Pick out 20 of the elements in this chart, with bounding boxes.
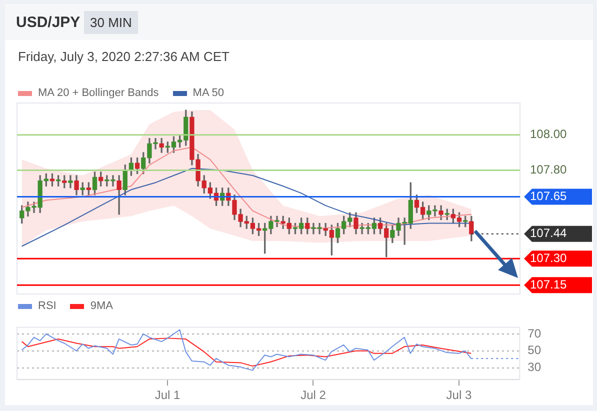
chart-title: USD/JPY bbox=[16, 14, 80, 31]
y-tick-label: 50 bbox=[528, 343, 542, 358]
legend-label: MA 50 bbox=[192, 87, 224, 99]
ref-line-label: 108.00 bbox=[530, 127, 568, 142]
ref-line-label: 107.80 bbox=[530, 162, 568, 177]
chart-subtitle: Friday, July 3, 2020 2:27:36 AM CET bbox=[18, 49, 230, 64]
legend-label: RSI bbox=[38, 300, 56, 312]
x-tick-label: Jul 1 bbox=[154, 388, 181, 402]
candlestick bbox=[68, 175, 73, 188]
legend-label: 9MA bbox=[90, 300, 113, 312]
ref-line-label: 107.30 bbox=[530, 250, 568, 265]
x-tick-label: Jul 3 bbox=[446, 388, 472, 402]
legend-label: MA 20 + Bollinger Bands bbox=[38, 87, 159, 99]
y-tick-label: 70 bbox=[528, 326, 542, 340]
x-tick-label: Jul 2 bbox=[300, 388, 326, 402]
ref-line-label: 107.15 bbox=[530, 277, 568, 292]
text: 30 MIN bbox=[84, 11, 138, 34]
ref-line-label: 107.65 bbox=[530, 189, 568, 204]
y-tick-label: 30 bbox=[528, 360, 542, 374]
ref-line-label: 107.44 bbox=[530, 226, 568, 240]
